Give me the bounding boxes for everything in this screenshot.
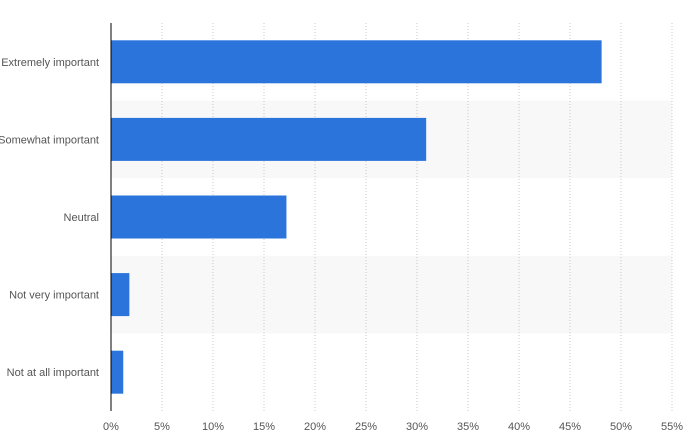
- bar[interactable]: [111, 273, 130, 317]
- bar[interactable]: [111, 117, 427, 161]
- x-tick-label: 35%: [457, 421, 479, 433]
- category-labels: Extremely important Somewhat important Neu…: [0, 57, 99, 379]
- bars: [111, 40, 602, 394]
- x-tick-label: 45%: [559, 421, 581, 433]
- category-label: Extremely important: [1, 57, 99, 69]
- category-label: Neutral: [64, 212, 99, 224]
- x-tick-label: 50%: [610, 421, 632, 433]
- x-tick-label: 55%: [661, 421, 683, 433]
- category-label: Somewhat important: [0, 134, 99, 146]
- x-tick-label: 5%: [154, 421, 170, 433]
- row-band: [111, 255, 672, 334]
- x-tick-label: 40%: [508, 421, 530, 433]
- category-label: Not at all important: [7, 367, 99, 379]
- bar[interactable]: [111, 350, 124, 394]
- x-tick-labels: 0% 5% 10% 15% 20% 25% 30% 35% 40% 45% 50% 55%: [103, 421, 683, 433]
- row-bands: [111, 100, 672, 334]
- bar[interactable]: [111, 195, 287, 239]
- x-tick-label: 20%: [304, 421, 326, 433]
- x-tick-label: 10%: [202, 421, 224, 433]
- x-tick-label: 30%: [406, 421, 428, 433]
- x-tick-label: 15%: [253, 421, 275, 433]
- category-label: Not very important: [9, 290, 99, 302]
- x-tick-label: 25%: [355, 421, 377, 433]
- x-tick-label: 0%: [103, 421, 119, 433]
- bar[interactable]: [111, 40, 602, 84]
